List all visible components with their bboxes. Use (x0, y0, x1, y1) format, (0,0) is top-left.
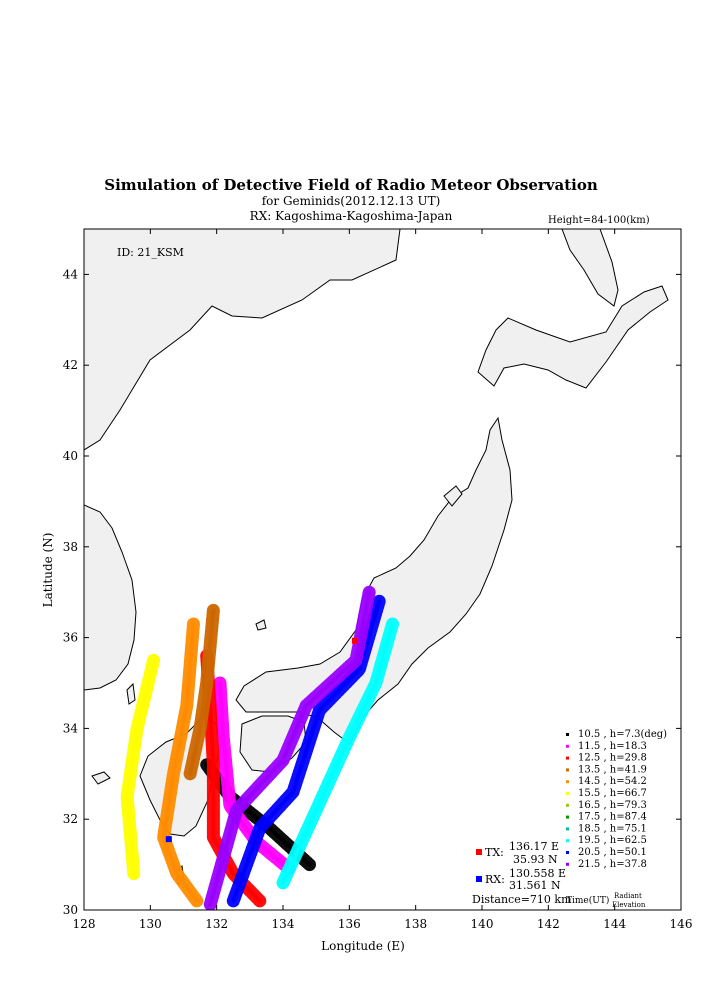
legend-swatch-9 (566, 839, 569, 843)
tsushima-island (126, 682, 136, 705)
legend-entry-11: 21.5 , h=37.8 (578, 859, 647, 870)
legend-entry-2: 12.5 , h=29.8 (578, 753, 647, 764)
legend-time-label: Time(UT) (566, 895, 609, 906)
jeju-island (91, 771, 111, 785)
legend-swatch-10 (566, 851, 569, 854)
tx-lat-text: 35.93 N (513, 853, 558, 866)
y-tick-label-36: 36 (63, 631, 78, 645)
legend-entry-4: 14.5 , h=54.2 (578, 776, 647, 787)
legend-entry-0: 10.5 , h=7.3(deg) (578, 729, 667, 740)
tx-station-marker (351, 637, 358, 644)
legend-swatch-5 (566, 792, 569, 795)
x-tick-label-146: 146 (670, 917, 693, 931)
series-core-11 (208, 590, 372, 908)
y-tick-label-34: 34 (63, 721, 79, 735)
y-tick-label-38: 38 (63, 540, 78, 554)
x-tick-label-134: 134 (272, 917, 295, 931)
legend-swatch-3 (566, 768, 569, 772)
legend: 10.5 , h=7.3(deg)11.5 , h=18.312.5 , h=2… (566, 729, 667, 870)
x-tick-label-136: 136 (338, 917, 361, 931)
rx-lat-text: 31.561 N (509, 879, 561, 892)
rx-station-marker (165, 836, 172, 843)
x-tick-label-132: 132 (205, 917, 228, 931)
legend-swatch-8 (566, 827, 569, 831)
tx-marker-swatch (476, 849, 482, 855)
y-tick-label-42: 42 (63, 358, 78, 372)
legend-entry-6: 16.5 , h=79.3 (578, 800, 647, 811)
korea-peninsula (84, 504, 137, 691)
legend-elevation-label: Elevation (612, 901, 646, 909)
rx-label: RX: (485, 873, 505, 886)
legend-radiant-label: Radiant (614, 892, 642, 900)
series-layer (120, 585, 399, 910)
x-axis-label: Longitude (E) (321, 939, 405, 953)
land-layer (84, 229, 669, 885)
y-tick-label-30: 30 (63, 903, 78, 917)
oki-islands (255, 619, 267, 631)
y-axis-label: Latitude (N) (41, 533, 55, 608)
legend-swatch-1 (566, 744, 569, 748)
legend-swatch-2 (566, 756, 569, 760)
tx-lon-text: 136.17 E (509, 840, 559, 853)
x-tick-label-130: 130 (139, 917, 162, 931)
station-layer (165, 637, 358, 843)
legend-swatch-7 (566, 815, 569, 819)
legend-swatch-0 (566, 733, 569, 736)
legend-entry-7: 17.5 , h=87.4 (578, 812, 647, 823)
x-tick-label-142: 142 (537, 917, 560, 931)
legend-entry-10: 20.5 , h=50.1 (578, 847, 647, 858)
x-tick-label-144: 144 (603, 917, 626, 931)
legend-entry-5: 15.5 , h=66.7 (578, 788, 647, 799)
chart-title: Simulation of Detective Field of Radio M… (104, 176, 598, 194)
y-tick-label-44: 44 (63, 267, 79, 281)
series-core-3 (188, 608, 216, 776)
x-tick-label-128: 128 (73, 917, 96, 931)
y-tick-label-32: 32 (63, 812, 78, 826)
plot-frame (83, 228, 682, 911)
hokkaido-island (477, 285, 669, 389)
tx-label: TX: (485, 846, 504, 859)
rx-marker-swatch (476, 876, 482, 882)
height-label: Height=84-100(km) (548, 215, 650, 226)
chart-subtitle-receiver: RX: Kagoshima-Kagoshima-Japan (249, 209, 453, 223)
legend-swatch-4 (566, 780, 569, 784)
legend-entry-9: 19.5 , h=62.5 (578, 835, 647, 846)
sado-island (443, 485, 463, 507)
y-tick-label-40: 40 (63, 449, 78, 463)
legend-swatch-11 (566, 862, 569, 866)
x-tick-label-138: 138 (404, 917, 427, 931)
legend-entry-8: 18.5 , h=75.1 (578, 823, 647, 834)
series-core-9 (281, 622, 395, 885)
sakhalin-island (561, 229, 619, 307)
series-core-1 (218, 681, 292, 872)
chart-subtitle-shower: for Geminids(2012.12.13 UT) (261, 194, 441, 208)
series-core-5 (125, 658, 156, 876)
legend-entry-3: 13.5 , h=41.9 (578, 764, 647, 775)
axis-layer: 128 130 132 134 136 138 140 142 144 146 30 32 34 36 38… (63, 229, 693, 931)
id-label: ID: 21_KSM (117, 246, 184, 259)
series-core-4 (161, 622, 199, 903)
distance-label: Distance=710 km (472, 893, 572, 906)
mainland-landmass (84, 229, 401, 451)
honshu-island (235, 416, 513, 745)
legend-entry-1: 11.5 , h=18.3 (578, 741, 647, 752)
x-tick-label-140: 140 (471, 917, 494, 931)
legend-swatch-6 (566, 803, 569, 807)
rx-lon-text: 130.558 E (509, 867, 566, 880)
